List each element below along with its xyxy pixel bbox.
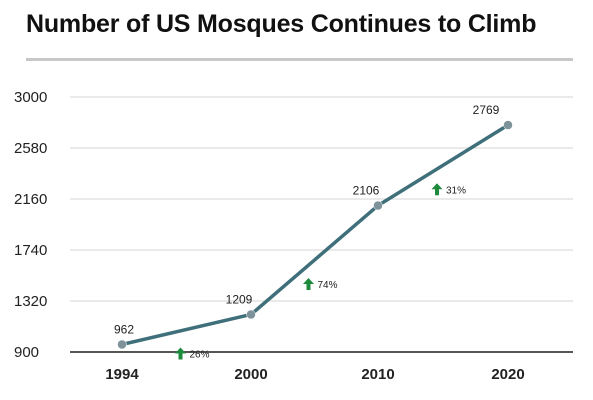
growth-annotation: 26% — [175, 347, 210, 360]
data-label: 962 — [114, 322, 134, 336]
growth-percent: 74% — [318, 280, 338, 291]
growth-annotation: 31% — [431, 183, 466, 196]
growth-annotation: 74% — [303, 278, 338, 291]
growth-percent: 26% — [190, 349, 210, 360]
title-divider — [26, 58, 573, 61]
x-tick-label: 2000 — [234, 366, 267, 383]
data-point — [246, 309, 256, 320]
y-tick-label: 3000 — [14, 89, 47, 106]
up-arrow-icon — [175, 347, 186, 360]
x-tick-label: 2020 — [491, 366, 524, 383]
y-tick-label: 2580 — [14, 140, 47, 157]
data-label: 1209 — [226, 292, 253, 306]
data-label: 2106 — [353, 184, 380, 198]
up-arrow-icon — [431, 183, 443, 196]
data-point — [373, 200, 383, 211]
chart-title: Number of US Mosques Continues to Climb — [26, 10, 537, 38]
x-tick-label: 1994 — [105, 366, 139, 383]
growth-percent: 31% — [446, 185, 466, 196]
data-label: 2769 — [473, 103, 500, 117]
x-tick-label: 2010 — [361, 366, 394, 383]
up-arrow-icon — [303, 278, 314, 291]
y-tick-label: 1320 — [14, 293, 47, 310]
y-tick-label: 900 — [14, 344, 39, 361]
y-tick-label: 2160 — [14, 191, 47, 208]
data-point — [503, 120, 513, 130]
series-line — [120, 123, 510, 347]
y-tick-label: 1740 — [14, 242, 47, 259]
data-point — [117, 339, 127, 350]
